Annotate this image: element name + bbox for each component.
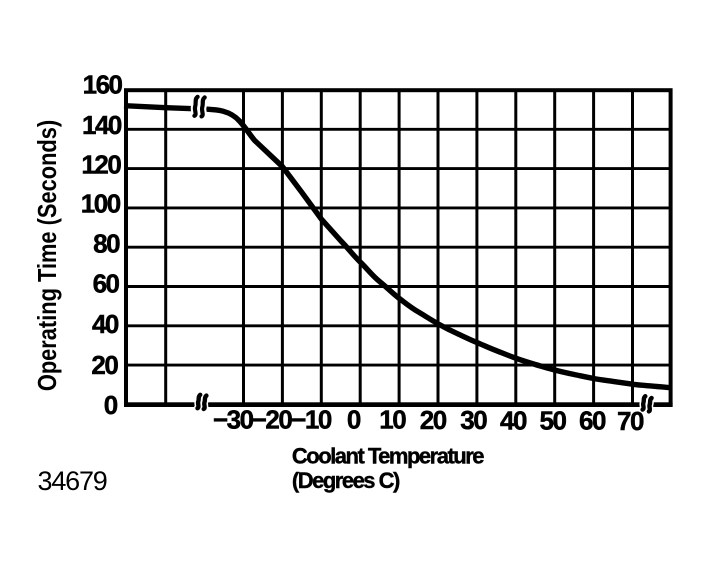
svg-text:(Degrees C): (Degrees C) <box>292 468 400 493</box>
svg-text:−10: −10 <box>291 405 332 435</box>
svg-text:60: 60 <box>93 268 120 298</box>
svg-text:0: 0 <box>347 405 361 435</box>
svg-text:100: 100 <box>81 188 121 218</box>
svg-text:10: 10 <box>379 405 406 435</box>
svg-text:34679: 34679 <box>38 466 107 496</box>
svg-text:70: 70 <box>617 406 644 436</box>
svg-text:40: 40 <box>92 309 119 339</box>
svg-text:80: 80 <box>93 228 120 258</box>
svg-text:120: 120 <box>81 149 121 179</box>
svg-text:Coolant Temperature: Coolant Temperature <box>292 444 484 469</box>
svg-text:160: 160 <box>83 69 123 99</box>
svg-text:−20: −20 <box>252 405 293 435</box>
svg-text:50: 50 <box>540 406 567 436</box>
svg-text:40: 40 <box>500 405 527 435</box>
svg-text:30: 30 <box>460 405 487 435</box>
svg-text:60: 60 <box>579 406 606 436</box>
svg-text:−30: −30 <box>213 405 254 435</box>
svg-text:0: 0 <box>104 390 118 420</box>
svg-text:140: 140 <box>82 110 122 140</box>
svg-text:Operating Time (Seconds): Operating Time (Seconds) <box>33 120 62 391</box>
svg-text:20: 20 <box>420 405 447 435</box>
svg-text:20: 20 <box>91 350 118 380</box>
